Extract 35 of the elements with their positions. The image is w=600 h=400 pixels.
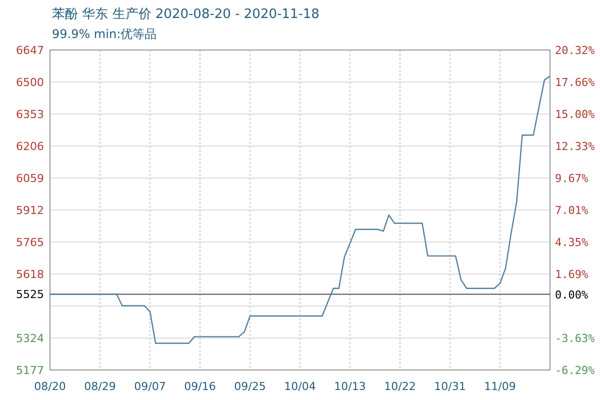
- y-tick-label: 6206: [16, 140, 44, 153]
- y-tick-label: 5525: [16, 288, 44, 302]
- x-tick-label: 09/16: [184, 380, 216, 393]
- y2-tick-label: -6.29%: [555, 364, 596, 377]
- x-tick-label: 08/20: [34, 380, 66, 393]
- line-series: [49, 76, 551, 344]
- y2-tick-label: 0.00%: [555, 288, 588, 302]
- y2-tick-label: 20.32%: [555, 44, 596, 57]
- x-tick-label: 10/13: [334, 380, 366, 393]
- y2-tick-label: 7.01%: [555, 204, 588, 218]
- x-tick-label: 09/07: [134, 380, 166, 393]
- y2-tick-label: 1.69%: [555, 268, 588, 282]
- y-tick-label: 5177: [16, 364, 44, 377]
- chart-subtitle: 99.9% min:优等品: [52, 27, 157, 41]
- y2-tick-label: 12.33%: [555, 140, 596, 154]
- y-tick-label: 5912: [16, 204, 44, 217]
- x-tick-label: 08/29: [84, 380, 116, 393]
- x-tick-label: 10/31: [434, 380, 466, 393]
- y-tick-label: 5324: [16, 332, 44, 345]
- y-tick-label: 5765: [16, 236, 44, 249]
- y-tick-label: 5618: [16, 268, 44, 281]
- y-tick-label: 6500: [16, 76, 44, 89]
- x-tick-label: 10/22: [384, 380, 416, 393]
- y2-tick-label: 4.35%: [555, 236, 588, 250]
- x-tick-label: 11/09: [484, 380, 516, 393]
- x-tick-label: 09/25: [234, 380, 266, 393]
- y-tick-label: 6353: [16, 108, 44, 121]
- y2-tick-label: 17.66%: [555, 76, 596, 89]
- y-tick-label: 6647: [16, 44, 44, 57]
- y2-tick-label: 15.00%: [555, 108, 596, 121]
- y-tick-label: 6059: [16, 172, 44, 185]
- y2-tick-label: 9.67%: [555, 172, 588, 186]
- y2-tick-label: -3.63%: [555, 332, 596, 346]
- chart-title: 苯酚 华东 生产价 2020-08-20 - 2020-11-18: [52, 7, 320, 22]
- x-tick-label: 10/04: [284, 380, 316, 393]
